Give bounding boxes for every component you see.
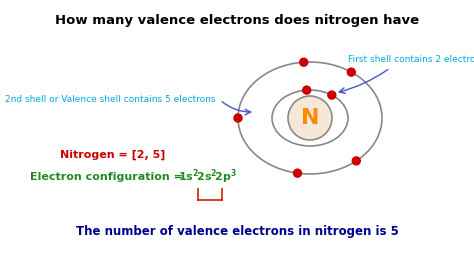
Ellipse shape xyxy=(293,169,301,177)
Text: 2nd shell or Valence shell contains 5 electrons: 2nd shell or Valence shell contains 5 el… xyxy=(5,95,216,104)
Ellipse shape xyxy=(347,68,356,76)
Text: N: N xyxy=(301,108,319,128)
Text: $\mathbf{1s^2\!2s^2\!2p^3}$: $\mathbf{1s^2\!2s^2\!2p^3}$ xyxy=(178,168,237,186)
Ellipse shape xyxy=(352,157,360,165)
Text: How many valence electrons does nitrogen have: How many valence electrons does nitrogen… xyxy=(55,14,419,27)
Ellipse shape xyxy=(303,86,310,94)
Text: Nitrogen = [2, 5]: Nitrogen = [2, 5] xyxy=(60,150,165,160)
Ellipse shape xyxy=(300,58,308,66)
Ellipse shape xyxy=(328,91,336,99)
Text: First shell contains 2 electrons: First shell contains 2 electrons xyxy=(348,55,474,64)
Text: Electron configuration =: Electron configuration = xyxy=(30,172,187,182)
Ellipse shape xyxy=(234,114,242,122)
Text: The number of valence electrons in nitrogen is 5: The number of valence electrons in nitro… xyxy=(75,225,399,238)
Ellipse shape xyxy=(288,96,332,140)
